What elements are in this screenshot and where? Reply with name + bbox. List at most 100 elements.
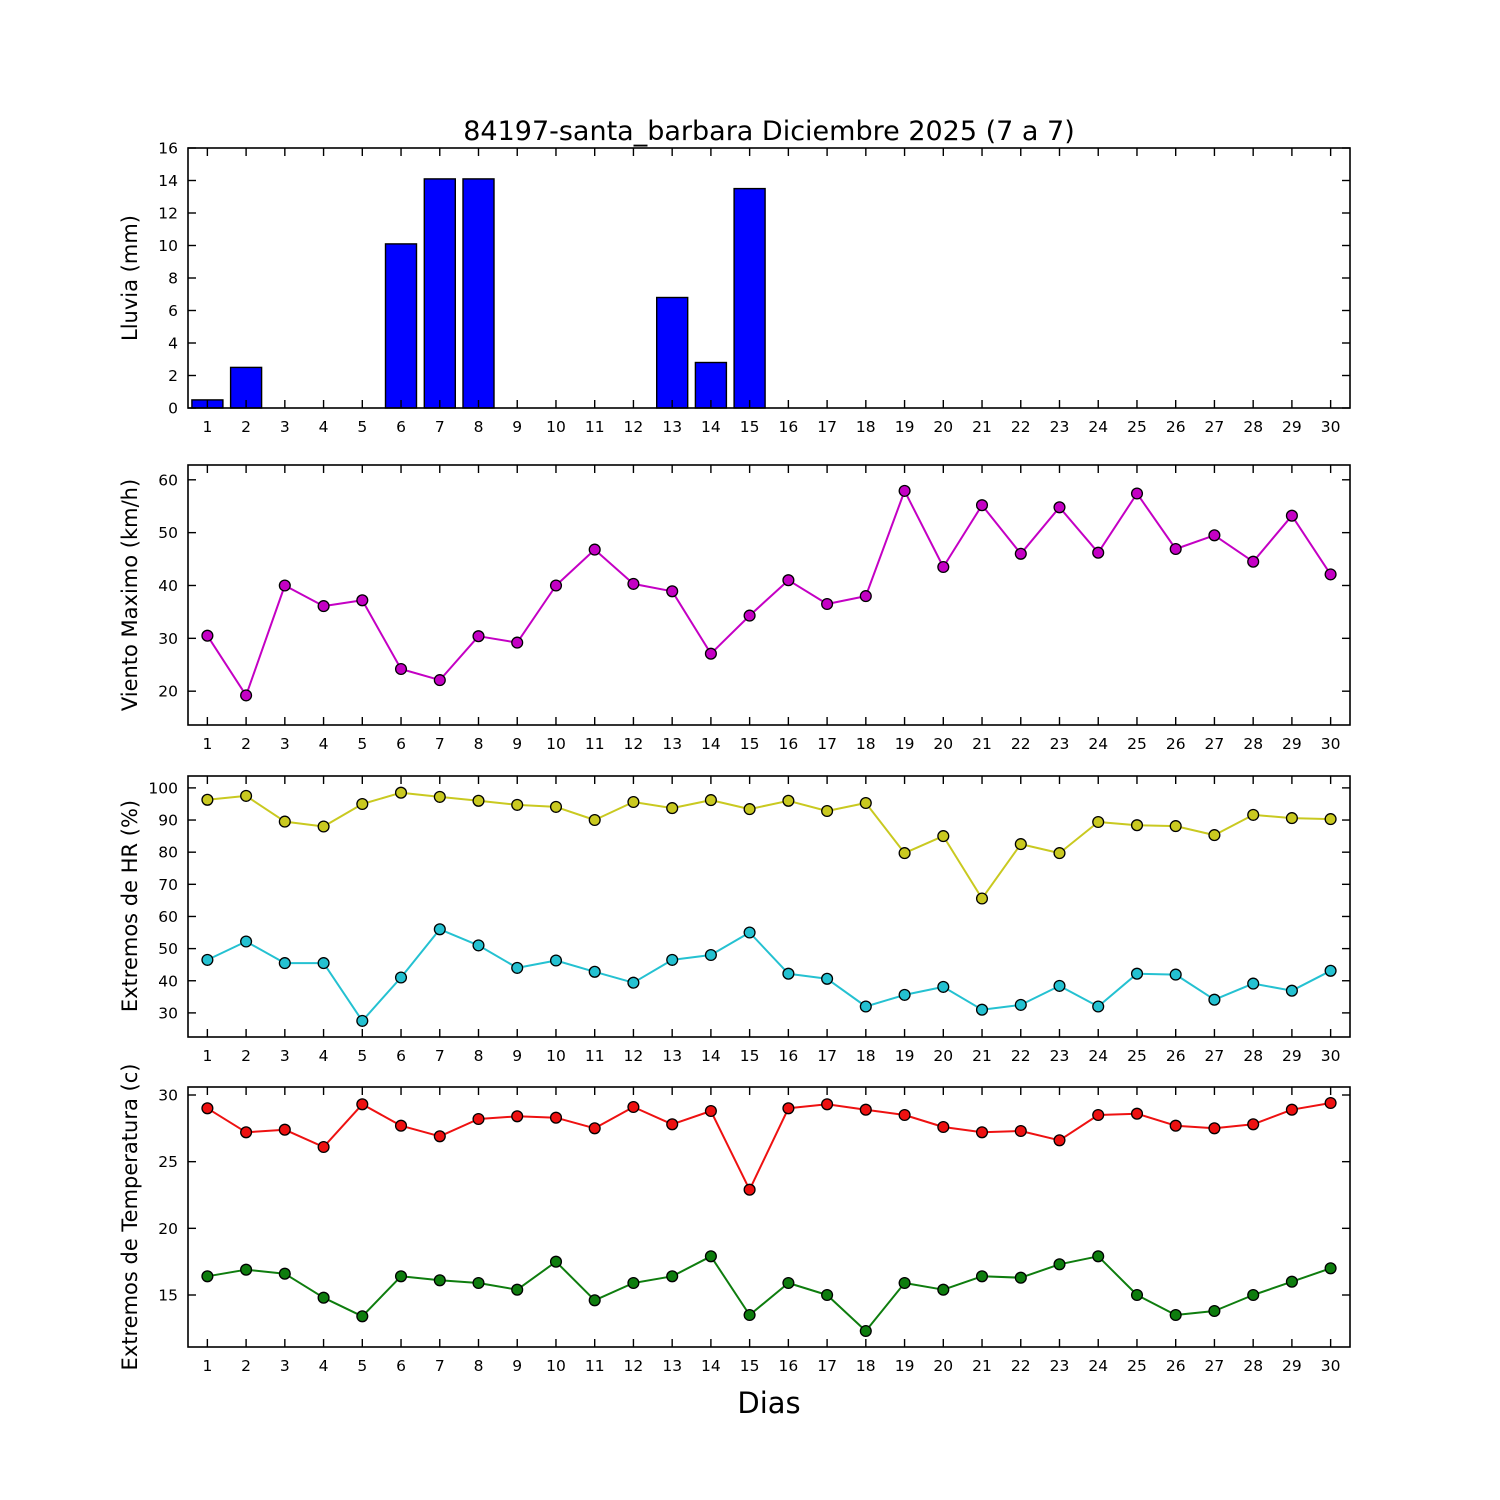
hr-maxima-marker [937,830,950,843]
hr-maxima-marker [588,813,601,827]
x-tick-label: 12 [624,1357,644,1375]
temperatura-minima-marker [278,1267,291,1280]
temperatura-minima-marker [1169,1308,1182,1322]
hr-minima-marker [433,923,446,936]
y-tick-label: 20 [158,683,178,701]
viento-maximo-marker [743,609,756,622]
x-tick-label: 10 [546,735,566,753]
x-tick-label: 4 [319,418,329,436]
temperatura-minima-marker [666,1270,679,1283]
temperatura-maxima-marker [1285,1103,1298,1116]
hr-minima-marker [317,957,330,970]
x-tick-label: 22 [1011,418,1031,436]
x-tick-label: 27 [1205,1357,1225,1375]
viento-maximo-marker [433,674,446,687]
x-tick-label: 21 [972,1047,992,1065]
hr-minima-marker [472,939,485,952]
x-tick-label: 12 [624,735,644,753]
x-tick-label: 20 [933,735,953,753]
viento-maximo-marker [975,499,989,512]
x-tick-label: 2 [241,735,251,753]
x-tick-label: 25 [1127,418,1147,436]
x-tick-label: 16 [779,1047,799,1065]
y-tick-label: 30 [158,630,178,648]
hr-maxima-marker [782,794,795,807]
y-tick-label: 8 [168,270,178,288]
x-tick-label: 7 [435,1047,445,1065]
x-tick-label: 1 [202,1047,212,1065]
x-tick-label: 23 [1050,735,1070,753]
hr-maxima-marker [1285,812,1298,825]
y-tick-label: 30 [158,1004,178,1022]
hr-maxima-marker [1208,829,1221,842]
x-tick-label: 11 [585,418,605,436]
temperatura-minima-marker [743,1308,756,1322]
axes-frame [187,775,1351,1038]
hr-maxima-marker [821,804,834,818]
ylabel-viento: Viento Maximo (km/h) [118,479,142,711]
lluvia-bar [229,366,263,409]
temperatura-maxima-marker [859,1103,872,1116]
xlabel-dias: Dias [737,1386,800,1420]
x-tick-label: 4 [319,1047,329,1065]
viento-maximo-marker [511,636,524,649]
x-tick-label: 9 [512,1357,522,1375]
x-tick-label: 7 [435,1357,445,1375]
x-tick-label: 2 [241,1357,251,1375]
x-tick-label: 13 [662,735,682,753]
x-tick-label: 29 [1282,735,1302,753]
x-tick-label: 15 [740,1047,760,1065]
hr-maxima-marker [859,796,872,810]
x-tick-label: 6 [396,418,406,436]
y-tick-label: 16 [158,140,178,158]
x-tick-label: 16 [779,418,799,436]
temperatura-minima-line [207,1255,1331,1332]
temperatura-maxima-marker [898,1108,911,1122]
x-tick-label: 18 [856,735,876,753]
x-tick-label: 5 [357,1357,367,1375]
x-tick-label: 11 [585,1047,605,1065]
x-tick-label: 24 [1088,735,1108,753]
temperatura-maxima-marker [394,1119,408,1132]
x-tick-label: 14 [701,1357,721,1375]
x-tick-label: 5 [357,418,367,436]
viento-maximo-marker [782,574,795,587]
x-tick-label: 29 [1282,1047,1302,1065]
temperatura-maxima-marker [1324,1096,1337,1110]
hr-maxima-marker [356,797,369,811]
x-tick-label: 7 [435,418,445,436]
y-tick-label: 4 [168,335,178,353]
x-tick-label: 29 [1282,1357,1302,1375]
x-tick-label: 9 [512,418,522,436]
x-tick-label: 28 [1243,1357,1263,1375]
hr-maxima-marker [1014,838,1027,851]
temperatura-minima-marker [433,1274,446,1287]
hr-maxima-marker [975,892,989,905]
x-tick-label: 7 [435,735,445,753]
x-tick-label: 16 [779,1357,799,1375]
viento-maximo-marker [1014,547,1027,560]
temperatura-maxima-line [206,1102,1331,1191]
viento-maximo-marker [1092,546,1105,559]
x-tick-label: 8 [474,418,484,436]
x-tick-label: 19 [895,418,915,436]
y-tick-label: 30 [158,1087,178,1105]
viento-maximo-marker [627,577,640,590]
x-tick-label: 21 [972,735,992,753]
temperatura-maxima-marker [1169,1119,1182,1132]
x-tick-label: 28 [1243,735,1263,753]
hr-minima-marker [278,957,291,970]
x-tick-label: 10 [546,1357,566,1375]
y-tick-label: 40 [158,972,178,990]
viento-maximo-marker [1130,487,1144,500]
x-tick-label: 1 [202,1357,212,1375]
x-tick-label: 28 [1243,418,1263,436]
hr-maxima-marker [472,794,485,807]
x-tick-label: 4 [319,735,329,753]
temperatura-minima-marker [821,1288,834,1302]
lluvia-bar [384,243,418,409]
viento-maximo-marker [356,594,369,607]
ylabel-temperatura: Extremos de Temperatura (c) [118,1064,142,1371]
x-tick-label: 18 [856,1047,876,1065]
hr-maxima-marker [1053,847,1066,860]
